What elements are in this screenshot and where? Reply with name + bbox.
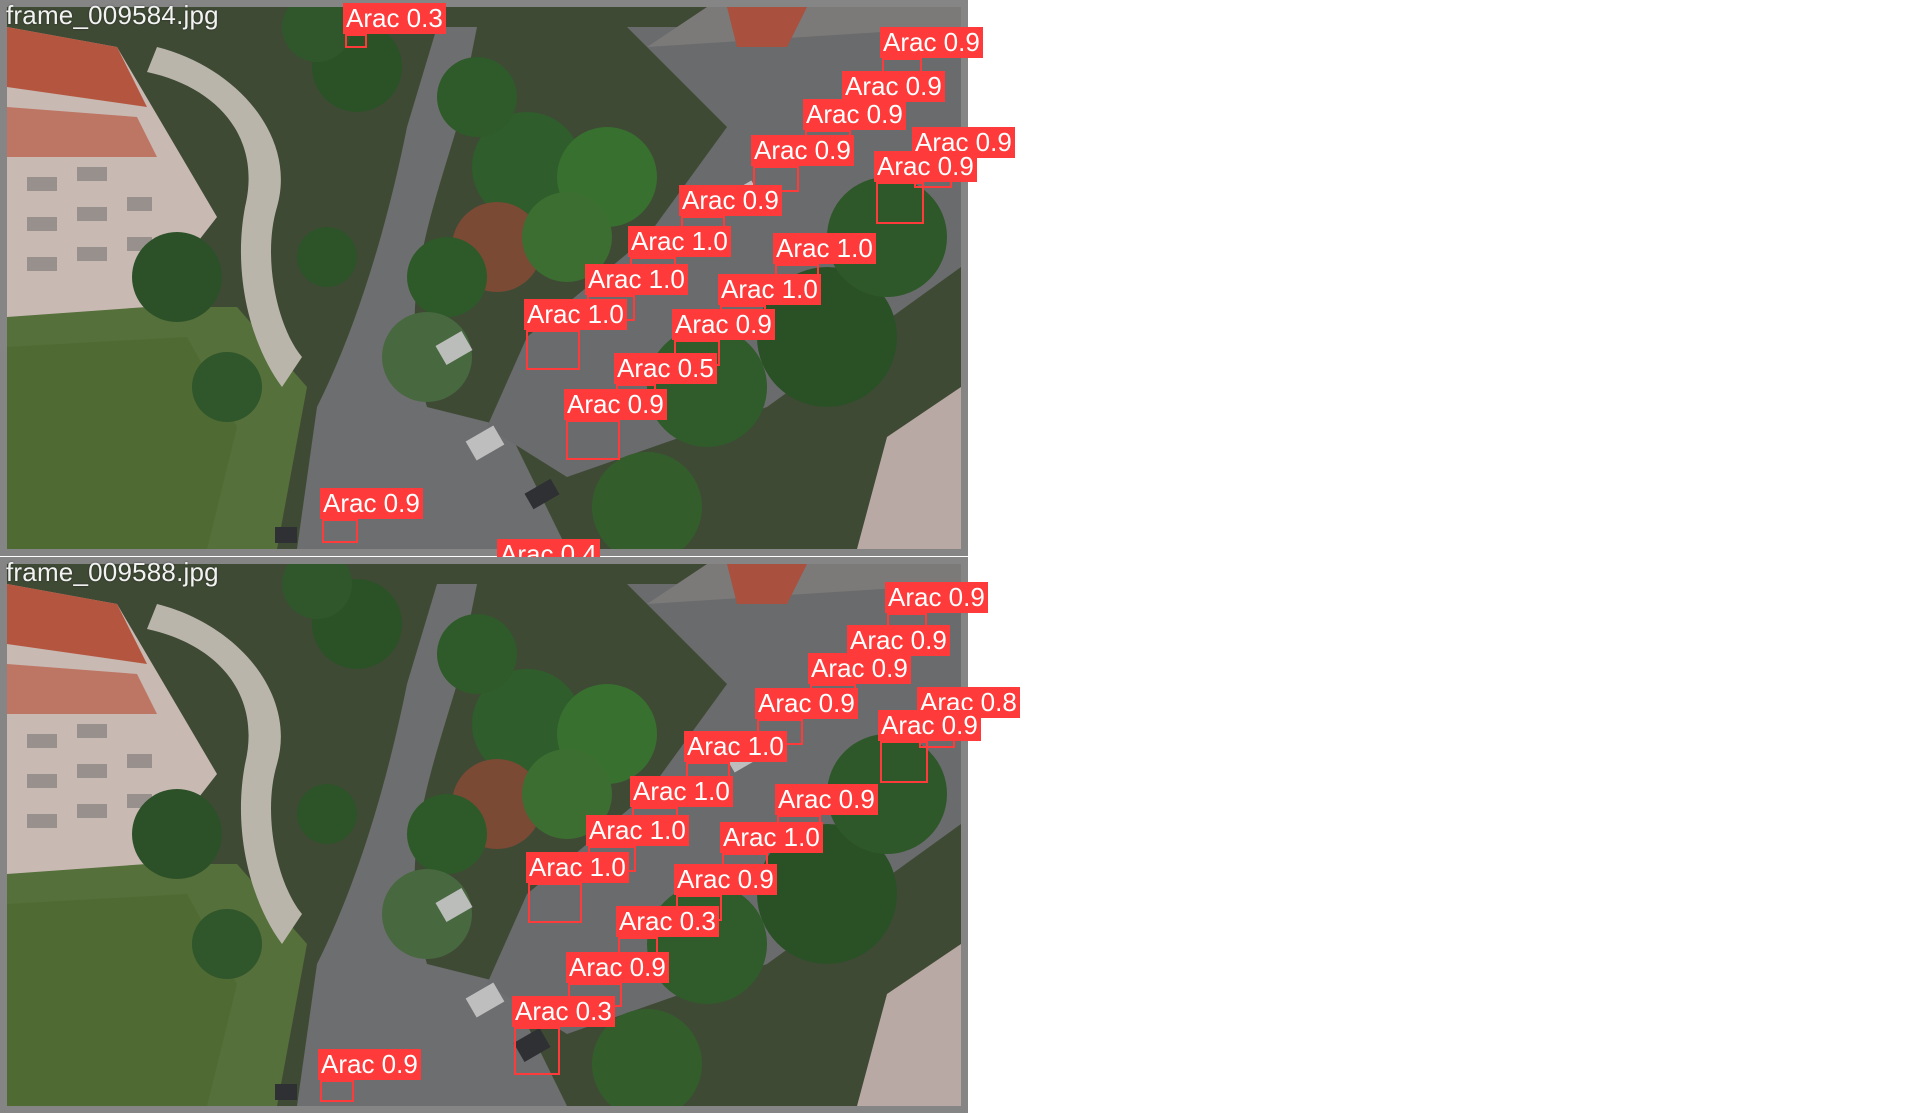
detection-label: Arac 0.9 xyxy=(775,784,878,815)
detection-box: Arac 1.0 xyxy=(524,299,627,370)
detection-label: Arac 0.9 xyxy=(672,309,775,340)
detection-box: Arac 0.9 xyxy=(564,389,667,460)
detection-label: Arac 1.0 xyxy=(684,731,787,762)
detection-label: Arac 0.8 xyxy=(917,687,1020,718)
detection-label: Arac 0.9 xyxy=(808,653,911,684)
detection-label: Arac 1.0 xyxy=(526,852,629,883)
detection-box: Arac 0.3 xyxy=(616,906,719,957)
detection-box: Arac 1.0 xyxy=(526,852,629,923)
detection-box: Arac 0.9 xyxy=(878,710,981,783)
detection-box: Arac 0.3 xyxy=(512,996,615,1075)
detection-label: Arac 0.9 xyxy=(679,185,782,216)
detection-box: Arac 0.9 xyxy=(566,952,669,1007)
detection-label: Arac 0.9 xyxy=(842,71,945,102)
detection-label: Arac 1.0 xyxy=(630,776,733,807)
detection-label: Arac 0.9 xyxy=(755,688,858,719)
detection-label: Arac 1.0 xyxy=(628,226,731,257)
detection-label: Arac 0.3 xyxy=(343,3,446,34)
detection-box: Arac 1.0 xyxy=(718,274,821,331)
detection-box: Arac 0.9 xyxy=(842,71,945,126)
detection-box: Arac 0.9 xyxy=(751,135,854,192)
detection-label: Arac 0.9 xyxy=(878,710,981,741)
detection-box: Arac 0.9 xyxy=(320,488,423,543)
aerial-scene-2 xyxy=(7,564,961,1106)
detection-box: Arac 0.9 xyxy=(755,688,858,745)
filename-label: frame_009588.jpg xyxy=(6,557,219,587)
image-frame-1: frame_009584.jpg Arac 0.3 Arac 0.9 Arac … xyxy=(0,0,1015,570)
detection-label: Arac 0.3 xyxy=(616,906,719,937)
detection-box: Arac 0.3 xyxy=(343,3,446,48)
aerial-street-photo xyxy=(7,564,961,1106)
detection-box: Arac 0.9 xyxy=(803,99,906,156)
detection-box: Arac 1.0 xyxy=(630,776,733,831)
detection-label: Arac 0.9 xyxy=(803,99,906,130)
detection-label: Arac 0.9 xyxy=(566,952,669,983)
detection-label: Arac 0.9 xyxy=(320,488,423,519)
detection-box: Arac 0.9 xyxy=(885,582,988,635)
detection-label: Arac 0.9 xyxy=(564,389,667,420)
detection-label: Arac 1.0 xyxy=(585,264,688,295)
detection-label: Arac 0.9 xyxy=(885,582,988,613)
detection-label: Arac 0.9 xyxy=(874,151,977,182)
detection-label: Arac 0.9 xyxy=(751,135,854,166)
detection-box: Arac 0.9 xyxy=(880,27,983,80)
detection-box: Arac 1.0 xyxy=(720,822,823,879)
filename-label: frame_009584.jpg xyxy=(6,0,219,30)
detection-label: Arac 1.0 xyxy=(720,822,823,853)
detection-box: Arac 0.5 xyxy=(614,353,717,404)
detection-box: Arac 0.9 xyxy=(847,625,950,680)
detection-box: Arac 0.9 xyxy=(672,309,775,366)
detection-label: Arac 0.3 xyxy=(512,996,615,1027)
detection-box: Arac 0.9 xyxy=(674,864,777,921)
detection-label: Arac 1.0 xyxy=(524,299,627,330)
detection-box: Arac 1.0 xyxy=(684,731,787,788)
detection-box: Arac 1.0 xyxy=(628,226,731,281)
detection-label: Arac 0.5 xyxy=(614,353,717,384)
image-frame-2: frame_009588.jpg Arac 0.9 Arac 0.9 Arac … xyxy=(0,557,1020,1113)
detection-box: Arac 0.9 xyxy=(808,653,911,710)
detection-box: Arac 0.9 xyxy=(874,151,977,224)
detection-box: Arac 1.0 xyxy=(773,233,876,290)
detection-label: Arac 1.0 xyxy=(718,274,821,305)
detection-box: Arac 0.8 xyxy=(917,687,1020,748)
detection-label: Arac 0.9 xyxy=(318,1049,421,1080)
detection-label: Arac 1.0 xyxy=(586,815,689,846)
detection-label: Arac 0.9 xyxy=(880,27,983,58)
detection-label: Arac 0.9 xyxy=(674,864,777,895)
detection-label: Arac 1.0 xyxy=(773,233,876,264)
detection-label: Arac 0.9 xyxy=(847,625,950,656)
detection-box: Arac 0.9 xyxy=(318,1049,421,1102)
